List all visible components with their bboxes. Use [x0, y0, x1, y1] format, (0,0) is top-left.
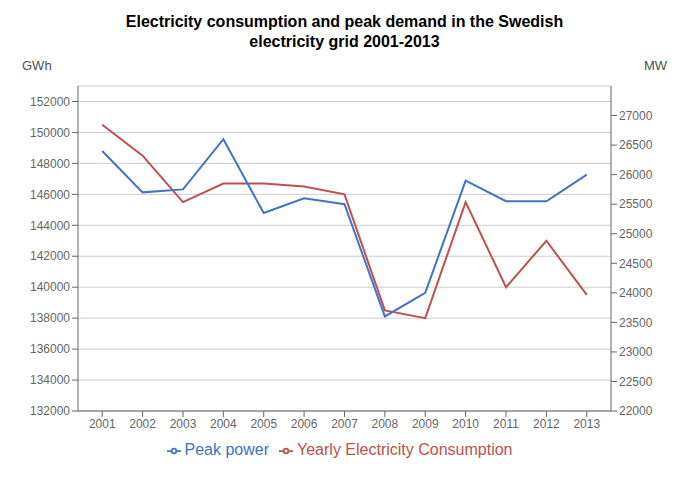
svg-text:24000: 24000	[619, 286, 653, 300]
html-text:GWh: GWh	[22, 58, 52, 73]
svg-text:22000: 22000	[619, 404, 653, 418]
svg-text:152000: 152000	[30, 95, 70, 109]
svg-text:23500: 23500	[619, 316, 653, 330]
svg-text:26500: 26500	[619, 138, 653, 152]
svg-text:23000: 23000	[619, 345, 653, 359]
svg-text:134000: 134000	[30, 373, 70, 387]
svg-text:25000: 25000	[619, 227, 653, 241]
svg-text:27000: 27000	[619, 109, 653, 123]
svg-text:2005: 2005	[250, 417, 277, 431]
svg-text:138000: 138000	[30, 311, 70, 325]
svg-text:2008: 2008	[372, 417, 399, 431]
svg-text:2010: 2010	[452, 417, 479, 431]
svg-text:26000: 26000	[619, 168, 653, 182]
svg-text:132000: 132000	[30, 404, 70, 418]
svg-text:2003: 2003	[170, 417, 197, 431]
svg-text:150000: 150000	[30, 126, 70, 140]
svg-text:146000: 146000	[30, 188, 70, 202]
html-text:MW: MW	[643, 58, 667, 73]
svg-text:2006: 2006	[291, 417, 318, 431]
svg-text:136000: 136000	[30, 342, 70, 356]
html-text:electricity grid 2001-2013: electricity grid 2001-2013	[249, 33, 440, 50]
svg-text:25500: 25500	[619, 197, 653, 211]
svg-text:2009: 2009	[412, 417, 439, 431]
svg-text:140000: 140000	[30, 280, 70, 294]
svg-text:2001: 2001	[89, 417, 116, 431]
svg-text:24500: 24500	[619, 257, 653, 271]
svg-text:2012: 2012	[533, 417, 560, 431]
html-text:Electricity consumption and pe: Electricity consumption and peak demand …	[125, 13, 564, 30]
html-text:Yearly Electricity Consumption: Yearly Electricity Consumption	[297, 441, 513, 458]
svg-text:2013: 2013	[573, 417, 600, 431]
html-text:Peak power: Peak power	[184, 441, 269, 458]
svg-text:148000: 148000	[30, 157, 70, 171]
svg-text:2002: 2002	[129, 417, 156, 431]
svg-text:2011: 2011	[493, 417, 519, 431]
svg-text:144000: 144000	[30, 219, 70, 233]
svg-text:142000: 142000	[30, 249, 70, 263]
svg-text:2004: 2004	[210, 417, 237, 431]
svg-text:22500: 22500	[619, 375, 653, 389]
svg-text:2007: 2007	[331, 417, 358, 431]
